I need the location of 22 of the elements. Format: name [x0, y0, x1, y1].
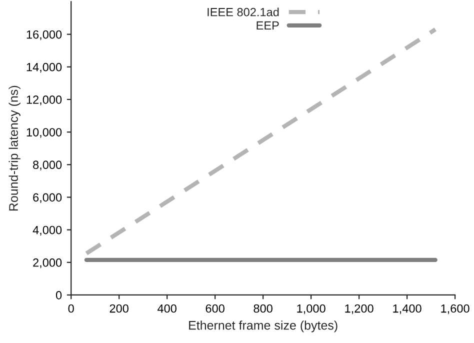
x-axis-title: Ethernet frame size (bytes) — [189, 320, 338, 332]
legend-label: IEEE 802.1ad — [208, 8, 279, 16]
x-tick-label: 200 — [110, 304, 128, 313]
y-axis-title: Round-trip latency (ns) — [8, 86, 20, 211]
x-tick-label: 1,400 — [393, 304, 422, 314]
y-tick-label: 8,000 — [33, 160, 62, 170]
y-tick-label: 0 — [56, 291, 62, 300]
legend-label: EEP — [256, 21, 279, 30]
x-tick-label: 1,000 — [297, 304, 326, 314]
x-tick-label: 400 — [158, 304, 176, 313]
x-tick-label: 800 — [254, 304, 272, 313]
y-tick-label: 10,000 — [26, 128, 62, 138]
y-tick-label: 14,000 — [26, 62, 62, 73]
y-tick-label: 2,000 — [33, 258, 62, 268]
x-tick-label: 0 — [68, 304, 74, 313]
y-tick-label: 12,000 — [26, 96, 62, 106]
y-tick-label: 16,000 — [26, 30, 62, 40]
y-tick-label: 6,000 — [33, 193, 62, 204]
y-tick-label: 4,000 — [32, 226, 62, 236]
x-tick-label: 1,600 — [441, 304, 470, 314]
x-tick-label: 600 — [206, 304, 224, 313]
x-tick-label: 1,200 — [345, 304, 374, 314]
